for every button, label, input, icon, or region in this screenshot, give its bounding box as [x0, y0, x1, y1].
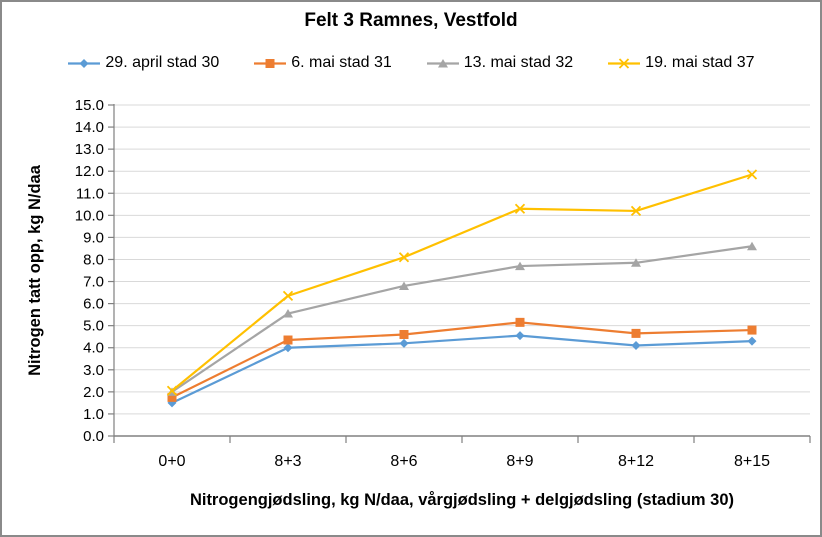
triangle-marker-icon: [399, 281, 409, 290]
diamond-marker-icon: [515, 331, 525, 341]
legend-item-2: 13. mai stad 32: [426, 54, 573, 72]
legend-item-3: 19. mai stad 37: [607, 54, 755, 72]
square-marker-icon: [265, 58, 275, 68]
x-tick-label: 8+6: [390, 453, 417, 470]
y-tick-label: 5.0: [83, 318, 104, 335]
legend-diamond-marker-icon: [68, 58, 101, 68]
x-marker-icon: [282, 290, 294, 302]
legend-item-label: 13. mai stad 32: [463, 54, 574, 71]
x-marker-icon: [630, 205, 642, 217]
diamond-marker-icon: [79, 58, 89, 68]
square-marker-icon: [283, 335, 293, 345]
series-line-3: [171, 173, 753, 392]
triangle-marker-icon: [515, 261, 525, 271]
square-marker-icon: [747, 325, 757, 335]
y-tick-label: 10.0: [75, 207, 104, 224]
series-line-1: [171, 321, 753, 399]
square-marker-icon: [399, 329, 409, 339]
triangle-marker-icon: [283, 309, 293, 318]
x-marker-icon: [746, 169, 758, 180]
y-tick-label: 14.0: [75, 119, 104, 136]
series-line-0: [171, 334, 753, 404]
y-tick-label: 9.0: [83, 229, 104, 246]
x-marker-icon: [514, 203, 526, 214]
square-marker-icon: [167, 392, 177, 402]
x-marker-icon: [398, 252, 410, 263]
y-axis-title: Nitrogen tatt opp, kg N/daa: [26, 164, 44, 376]
y-tick-label: 13.0: [75, 141, 104, 158]
chart-legend: 29. april stad 30 6. mai stad 31 13. mai s…: [2, 54, 820, 72]
legend-item-label: 6. mai stad 31: [291, 54, 392, 71]
x-tick-label: 8+15: [734, 453, 770, 470]
x-tick-label: 8+9: [506, 453, 533, 470]
x-marker-icon: [619, 57, 630, 69]
y-tick-label: 2.0: [83, 384, 104, 401]
legend-item-label: 19. mai stad 37: [645, 54, 755, 71]
legend-item-label: 29. april stad 30: [105, 54, 220, 71]
square-marker-icon: [515, 317, 525, 327]
triangle-marker-icon: [437, 58, 448, 67]
diamond-marker-icon: [747, 336, 757, 346]
y-tick-label: 6.0: [83, 296, 104, 313]
legend-item-0: 29. april stad 30: [67, 54, 219, 72]
y-tick-label: 7.0: [83, 274, 104, 291]
triangle-marker-icon: [747, 241, 757, 251]
diamond-marker-icon: [399, 338, 409, 348]
diamond-marker-icon: [631, 341, 641, 351]
x-tick-label: 0+0: [158, 453, 185, 470]
y-tick-label: 12.0: [75, 163, 104, 180]
x-tick-label: 8+12: [618, 453, 654, 470]
square-marker-icon: [631, 328, 641, 338]
y-tick-label: 11.0: [76, 185, 104, 202]
y-tick-label: 3.0: [83, 362, 104, 379]
triangle-marker-icon: [631, 258, 641, 267]
diamond-marker-icon: [283, 343, 293, 353]
legend-square-marker-icon: [254, 58, 287, 68]
y-tick-label: 4.0: [83, 340, 104, 357]
y-tick-label: 1.0: [83, 406, 104, 423]
series-line-2: [171, 245, 753, 393]
y-tick-label: 15.0: [75, 97, 104, 114]
x-marker-icon: [166, 385, 178, 396]
x-tick-label: 8+3: [274, 453, 301, 470]
y-tick-label: 0.0: [83, 428, 104, 445]
legend-triangle-marker-icon: [426, 58, 459, 67]
legend-x-marker-icon: [608, 57, 641, 69]
chart-title: Felt 3 Ramnes, Vestfold: [304, 10, 518, 31]
y-tick-label: 8.0: [83, 251, 104, 268]
legend-item-1: 6. mai stad 31: [253, 54, 392, 72]
x-axis-title: Nitrogengjødsling, kg N/daa, vårgjødslin…: [190, 491, 734, 509]
